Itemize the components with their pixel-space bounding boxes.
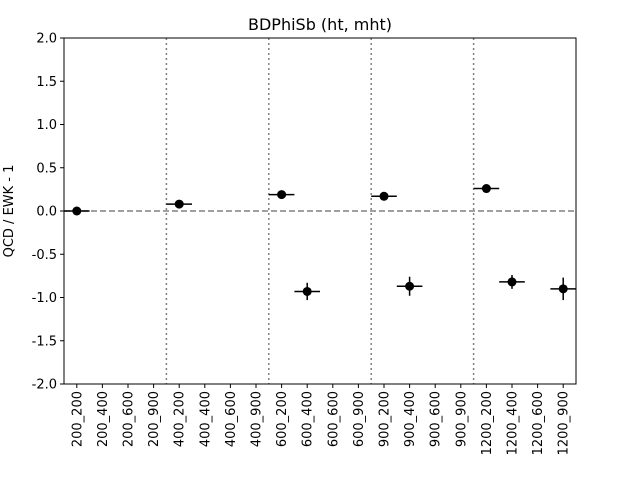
x-tick-label-14: 900_600 — [429, 391, 444, 447]
x-tick-label-6: 400_600 — [224, 391, 239, 447]
y-tick-label-0: -2.0 — [32, 378, 57, 393]
data-point-8 — [558, 284, 568, 294]
data-point-6 — [481, 184, 491, 194]
y-tick-label-1: -1.5 — [32, 334, 57, 349]
x-tick-label-17: 1200_400 — [506, 391, 521, 455]
x-tick-label-15: 900_900 — [454, 391, 469, 447]
chart-title: BDPhiSb (ht, mht) — [248, 15, 392, 34]
x-tick-label-12: 900_200 — [378, 391, 393, 447]
x-tick-label-9: 600_400 — [301, 391, 316, 447]
data-point-7 — [507, 277, 517, 287]
y-tick-label-4: 0.0 — [36, 205, 57, 220]
y-tick-label-5: 0.5 — [36, 161, 57, 176]
x-tick-label-11: 600_900 — [352, 391, 367, 447]
data-point-3 — [302, 286, 312, 296]
y-tick-label-8: 2.0 — [36, 32, 57, 47]
x-tick-label-0: 200_200 — [70, 391, 85, 447]
y-tick-label-6: 1.0 — [36, 118, 57, 133]
x-tick-label-2: 200_600 — [122, 391, 137, 447]
y-tick-label-2: -1.0 — [32, 291, 57, 306]
x-tick-label-4: 400_200 — [173, 391, 188, 447]
x-tick-label-3: 200_900 — [147, 391, 162, 447]
data-point-4 — [379, 191, 389, 201]
x-tick-label-1: 200_400 — [96, 391, 111, 447]
x-tick-label-16: 1200_200 — [480, 391, 495, 455]
x-tick-label-5: 400_400 — [198, 391, 213, 447]
data-point-5 — [405, 281, 415, 291]
data-point-1 — [174, 199, 184, 209]
x-tick-label-8: 600_200 — [275, 391, 290, 447]
x-tick-label-10: 600_600 — [326, 391, 341, 447]
x-tick-label-13: 900_400 — [403, 391, 418, 447]
y-axis-label: QCD / EWK - 1 — [2, 165, 17, 258]
x-tick-label-18: 1200_600 — [531, 391, 546, 455]
data-point-2 — [277, 190, 287, 200]
x-tick-label-19: 1200_900 — [557, 391, 572, 455]
y-tick-label-7: 1.5 — [36, 75, 57, 90]
data-point-0 — [72, 206, 82, 216]
plot-area: -2.0 -1.5 -1.0 -0.5 0.0 0.5 1.0 1.5 2.0 200_200 20… — [32, 32, 577, 455]
y-tick-label-3: -0.5 — [32, 248, 57, 263]
x-tick-label-7: 400_900 — [250, 391, 265, 447]
